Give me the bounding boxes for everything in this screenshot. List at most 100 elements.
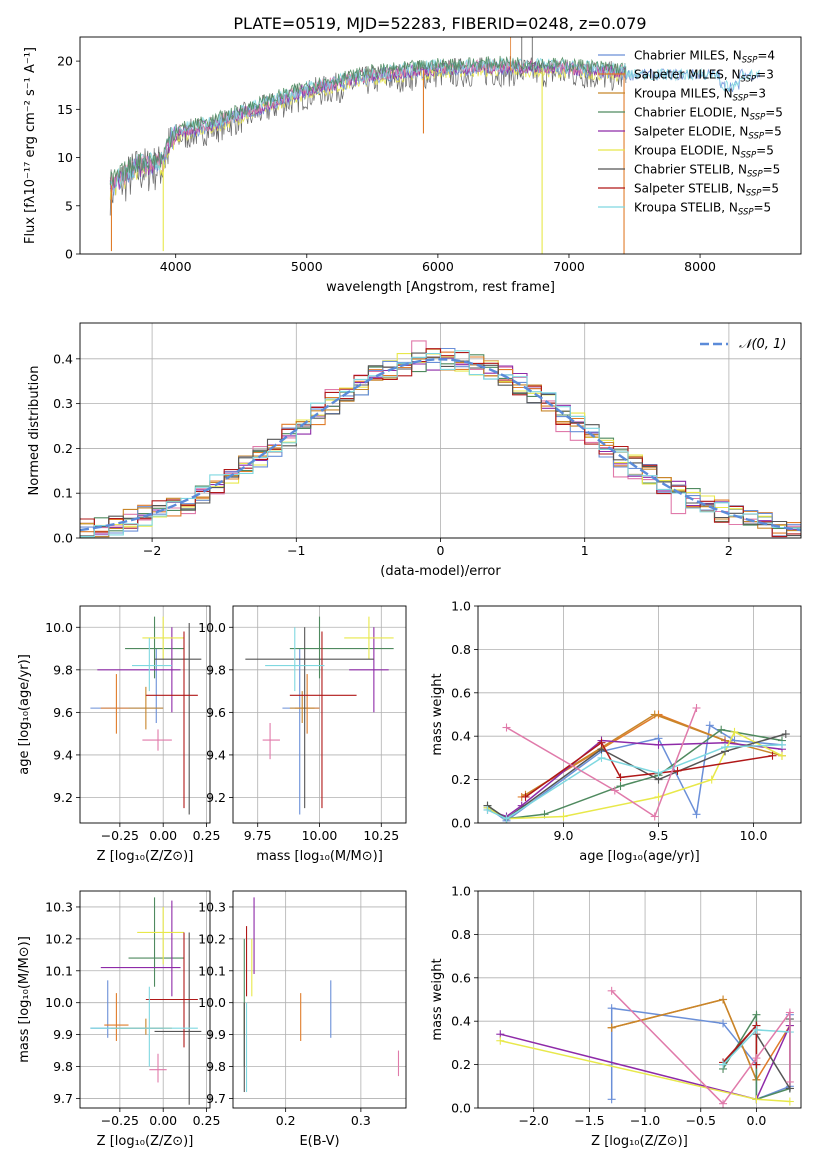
legend-label: Kroupa MILES, NSSP=3 bbox=[634, 87, 766, 104]
y-axis-label: Flux [fλ10⁻¹⁷ erg cm⁻² s⁻¹ A⁻¹] bbox=[23, 47, 38, 244]
y-tick-label: 9.2 bbox=[53, 790, 73, 805]
legend-label: Chabrier ELODIE, NSSP=5 bbox=[634, 106, 783, 123]
plot-area-weight_vs_age bbox=[483, 703, 790, 823]
y-axis-label: mass weight bbox=[430, 958, 445, 1040]
y-tick-label: 10.3 bbox=[198, 899, 226, 914]
y-tick-label: 9.9 bbox=[206, 1027, 226, 1042]
plot-area-age_vs_mass bbox=[245, 616, 394, 815]
weight-marker bbox=[692, 810, 701, 819]
x-axis-label: (data-model)/error bbox=[380, 564, 501, 579]
weight-marker bbox=[752, 1010, 761, 1019]
x-tick-label: 9.5 bbox=[649, 828, 669, 843]
x-axis-label: Z [log₁₀(Z/Z⊙)] bbox=[591, 1134, 688, 1149]
errorbar-point bbox=[289, 691, 315, 724]
y-tick-label: 9.6 bbox=[53, 705, 73, 720]
weight-marker bbox=[597, 738, 606, 747]
weight-marker bbox=[781, 730, 790, 739]
y-tick-label: 10.0 bbox=[45, 620, 73, 635]
legend-entry: Salpeter MILES, NSSP=3 bbox=[598, 68, 774, 85]
x-tick-label: 4000 bbox=[160, 259, 192, 274]
y-tick-label: 5 bbox=[65, 198, 73, 213]
y-tick-label: 0.6 bbox=[451, 685, 471, 700]
x-tick-label: 0.25 bbox=[193, 1113, 221, 1128]
x-tick-label: 10.00 bbox=[302, 828, 338, 843]
weight-marker bbox=[707, 775, 716, 784]
spectrum-line-kroupa_stelib bbox=[109, 57, 761, 193]
y-tick-label: 9.2 bbox=[206, 790, 226, 805]
y-tick-label: 10.2 bbox=[45, 931, 73, 946]
y-tick-label: 9.6 bbox=[206, 705, 226, 720]
errorbar-point bbox=[137, 906, 184, 965]
errorbar-point bbox=[100, 674, 129, 734]
errorbar-point bbox=[154, 932, 202, 1105]
plot-area-mass_vs_Z bbox=[90, 897, 202, 1105]
spectrum-legend: Chabrier MILES, NSSP=4 Salpeter MILES, NS… bbox=[598, 49, 783, 218]
weight-marker bbox=[730, 727, 739, 736]
weight-marker bbox=[778, 751, 786, 760]
weight-marker bbox=[607, 1004, 616, 1013]
y-tick-label: 9.7 bbox=[206, 1091, 226, 1106]
weight-marker bbox=[785, 1077, 794, 1086]
x-tick-label: 0.25 bbox=[193, 828, 221, 843]
axes-frame bbox=[79, 605, 211, 824]
errorbar-point bbox=[289, 631, 357, 809]
errorbar-point bbox=[128, 686, 164, 730]
errorbar-point bbox=[111, 1018, 172, 1035]
plot-area-residuals bbox=[80, 340, 801, 538]
errorbar-point bbox=[142, 616, 184, 660]
x-tick-label: 6000 bbox=[422, 259, 454, 274]
y-tick-label: 10.1 bbox=[45, 963, 73, 978]
legend-entry: Kroupa STELIB, NSSP=5 bbox=[598, 201, 771, 218]
axes-frame bbox=[232, 605, 407, 824]
weight-marker bbox=[559, 812, 568, 821]
legend-entry: Kroupa MILES, NSSP=3 bbox=[598, 87, 766, 104]
weight-marker bbox=[502, 723, 511, 732]
x-tick-label: −0.25 bbox=[101, 828, 139, 843]
weight-marker bbox=[483, 805, 492, 814]
weight-marker bbox=[719, 1099, 728, 1108]
y-tick-label: 9.4 bbox=[53, 747, 73, 762]
weight-marker bbox=[719, 995, 728, 1004]
legend-label: Salpeter STELIB, NSSP=5 bbox=[634, 182, 779, 199]
y-tick-label: 0.2 bbox=[53, 441, 73, 456]
axes-frame bbox=[477, 890, 802, 1109]
x-axis-label: wavelength [Angstrom, rest frame] bbox=[326, 280, 555, 295]
weight-marker bbox=[673, 766, 682, 775]
x-tick-label: −2.0 bbox=[519, 1113, 549, 1128]
errorbar-point bbox=[90, 986, 198, 1067]
x-axis-label: mass [log₁₀(M/M⊙)] bbox=[256, 849, 383, 864]
weight-line-chabrier_miles bbox=[487, 724, 783, 822]
y-tick-label: 9.9 bbox=[53, 1027, 73, 1042]
legend-entry: Chabrier ELODIE, NSSP=5 bbox=[598, 106, 783, 123]
y-tick-label: 0.1 bbox=[53, 486, 73, 501]
weight-marker bbox=[721, 743, 729, 752]
y-axis-label: age [log₁₀(age/yr)] bbox=[17, 654, 32, 775]
legend-label: Chabrier STELIB, NSSP=5 bbox=[634, 163, 780, 180]
weight-marker bbox=[717, 725, 726, 734]
errorbar-point bbox=[97, 627, 181, 713]
weight-marker bbox=[705, 721, 714, 730]
y-tick-label: 9.7 bbox=[53, 1091, 73, 1106]
x-tick-label: −1.0 bbox=[630, 1113, 660, 1128]
errorbar-point bbox=[294, 674, 320, 734]
axes-frame bbox=[477, 605, 802, 824]
errorbar-point bbox=[90, 980, 164, 1038]
errorbar-point bbox=[245, 627, 374, 809]
weight-marker bbox=[616, 782, 625, 791]
weight-marker bbox=[607, 986, 616, 995]
weight-marker bbox=[719, 1019, 728, 1028]
weight-marker bbox=[752, 1095, 761, 1104]
y-axis-label: Normed distribution bbox=[27, 366, 42, 496]
plot-area-weight_vs_Z bbox=[496, 986, 794, 1108]
y-tick-label: 10.0 bbox=[198, 995, 226, 1010]
plot-area-mass_vs_EBV bbox=[243, 897, 400, 1093]
legend-label: Salpeter MILES, NSSP=3 bbox=[634, 68, 774, 85]
weight-marker bbox=[521, 792, 530, 801]
weight-line-kroupa_miles bbox=[525, 713, 783, 796]
y-axis-label: mass [log₁₀(M/M⊙)] bbox=[17, 936, 32, 1063]
axes-frame bbox=[232, 890, 407, 1109]
weight-marker bbox=[616, 773, 625, 782]
x-axis-label: Z [log₁₀(Z/Z⊙)] bbox=[97, 1134, 194, 1149]
